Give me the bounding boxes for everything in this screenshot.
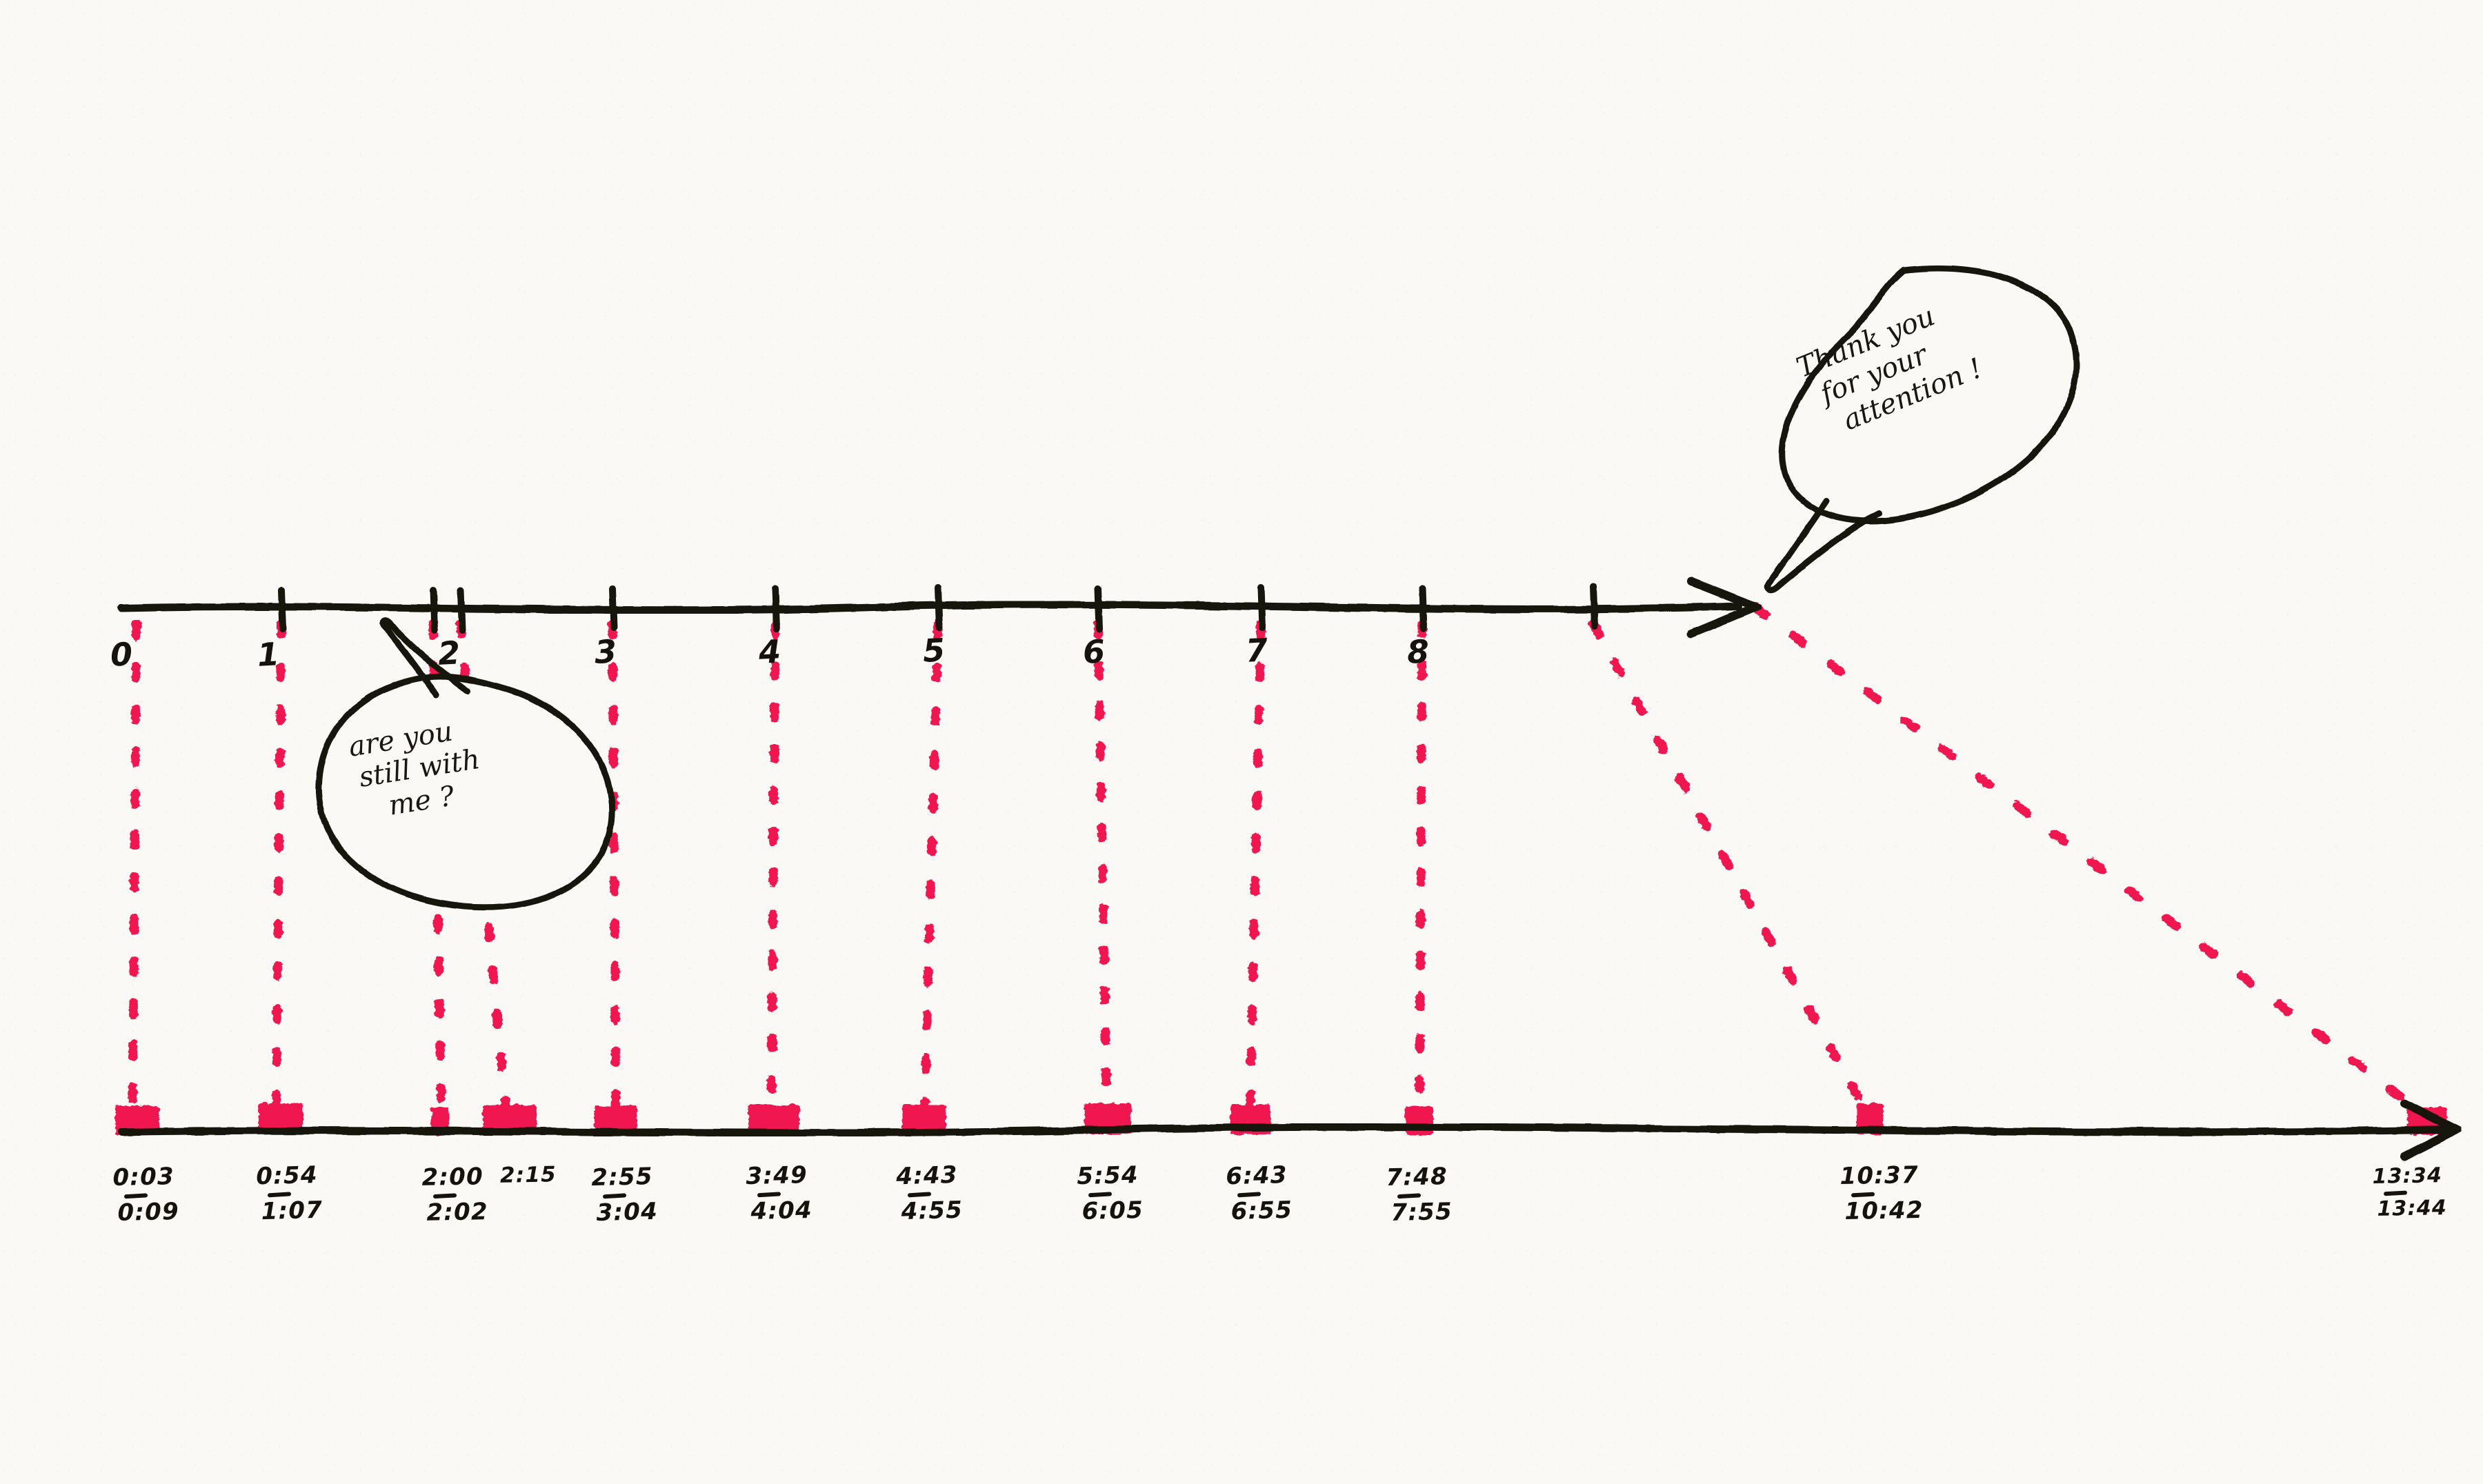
time-start: 10:37 [1839, 1161, 1919, 1191]
range-dash [432, 1193, 457, 1199]
speech-bubble-lower-shape [315, 617, 615, 911]
time-start: 5:54 [1076, 1161, 1139, 1191]
time-marker-m10: 10:37 10:42 [1839, 1161, 1924, 1225]
range-dash [2383, 1190, 2408, 1196]
axis-tick-label-2: 2 [437, 634, 461, 672]
time-marker-m7: 5:54 6:05 [1076, 1161, 1144, 1225]
bottom-axis-group [117, 1099, 2466, 1161]
time-marker-m1: 0:54 1:07 [255, 1161, 323, 1225]
range-dash [267, 1192, 292, 1198]
time-start: 2:15 [499, 1162, 557, 1188]
time-end: 6:55 [1230, 1196, 1293, 1225]
axis-tick-label-0: 0 [109, 635, 134, 674]
axis-tick-label-1: 1 [256, 635, 281, 674]
time-marker-m2: 2:00 2:02 [421, 1163, 489, 1227]
range-dash [1397, 1193, 1422, 1199]
time-end: 6:05 [1081, 1196, 1144, 1225]
range-dash [1851, 1192, 1875, 1198]
time-start: 13:34 [2372, 1163, 2443, 1189]
axis-tick-label-5: 5 [921, 631, 946, 670]
time-marker-m8: 6:43 6:55 [1225, 1161, 1293, 1225]
time-end: 7:55 [1390, 1197, 1453, 1227]
time-end: 13:44 [2377, 1195, 2448, 1221]
axis-tick-label-8: 8 [1406, 632, 1430, 671]
range-dash [123, 1193, 148, 1199]
axis-tick-label-7: 7 [1244, 631, 1269, 670]
time-end: 0:09 [117, 1197, 180, 1227]
time-marker-m5: 3:49 4:04 [746, 1161, 813, 1225]
time-end: 4:55 [901, 1196, 964, 1225]
time-marker-m11: 13:34 13:44 [2372, 1163, 2448, 1221]
time-start: 7:48 [1386, 1163, 1448, 1192]
time-end: 4:04 [750, 1196, 813, 1225]
top-axis-group [117, 577, 1768, 638]
time-marker-m0: 0:03 0:09 [112, 1163, 180, 1227]
axis-tick-label-6: 6 [1081, 632, 1106, 671]
time-start: 3:49 [746, 1161, 808, 1190]
range-dash [757, 1192, 781, 1197]
time-marker-m3: 2:15 [499, 1162, 557, 1188]
range-dash [1088, 1192, 1113, 1197]
time-marker-m4: 2:55 3:04 [590, 1162, 659, 1227]
axis-tick-label-3: 3 [593, 632, 618, 671]
speech-bubble-upper-shape [1764, 265, 2080, 594]
time-start: 0:03 [112, 1163, 175, 1192]
range-dash [907, 1192, 932, 1198]
time-marker-m6: 4:43 4:55 [895, 1161, 964, 1225]
range-dash [602, 1193, 627, 1199]
time-end: 3:04 [596, 1197, 659, 1227]
time-start: 4:43 [895, 1161, 959, 1191]
marker-blocks-group [115, 1103, 2447, 1135]
time-end: 2:02 [426, 1197, 489, 1227]
time-start: 2:00 [421, 1163, 484, 1192]
time-start: 6:43 [1225, 1161, 1288, 1191]
range-dash [1237, 1192, 1262, 1198]
axis-tick-label-4: 4 [757, 632, 782, 671]
time-start: 2:55 [590, 1162, 654, 1192]
time-end: 1:07 [261, 1196, 323, 1225]
time-start: 0:54 [255, 1161, 319, 1191]
time-marker-m9: 7:48 7:55 [1386, 1163, 1453, 1227]
time-end: 10:42 [1844, 1196, 1924, 1225]
